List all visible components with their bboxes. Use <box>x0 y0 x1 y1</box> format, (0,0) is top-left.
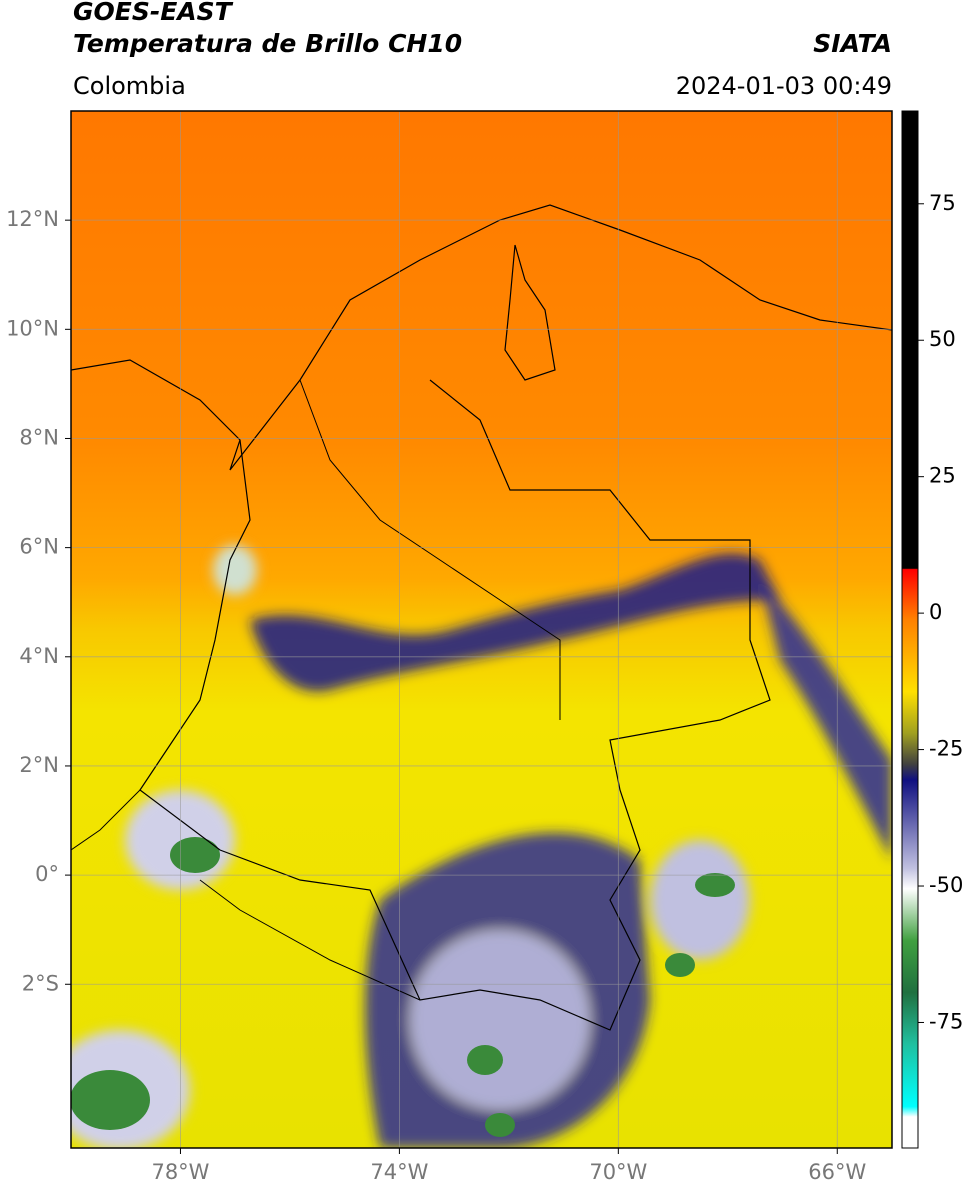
y-tick-label: 8°N <box>19 425 59 449</box>
y-tick-label: 2°N <box>19 753 59 777</box>
y-tick-label: 6°N <box>19 535 59 559</box>
y-tick-label: 10°N <box>6 316 59 340</box>
y-tick-label: 4°N <box>19 644 59 668</box>
colorbar-tick-label: 25 <box>929 464 956 488</box>
y-tick-label: 2°S <box>22 971 59 995</box>
x-tick-label: 78°W <box>151 1160 209 1184</box>
colorbar-tick-label: 50 <box>929 327 956 351</box>
subtitle: Temperatura de Brillo CH10 <box>73 29 462 58</box>
x-tick-label: 74°W <box>370 1160 428 1184</box>
y-tick-label: 0° <box>35 862 59 886</box>
region: Colombia <box>73 72 186 100</box>
colorbar-tick-label: 0 <box>929 600 942 624</box>
colorbar-tick-label: -50 <box>929 873 963 897</box>
source: SIATA <box>813 29 892 58</box>
colorbar-tick-label: -25 <box>929 737 963 761</box>
colorbar-tick-label: -75 <box>929 1009 963 1033</box>
title: GOES-EAST <box>73 0 234 26</box>
map-image <box>71 111 892 1148</box>
map-frame <box>70 110 893 1149</box>
datetime: 2024-01-03 00:49 <box>676 72 892 100</box>
y-tick-label: 12°N <box>6 207 59 231</box>
x-tick-label: 70°W <box>589 1160 647 1184</box>
x-tick-label: 66°W <box>808 1160 866 1184</box>
colorbar <box>901 110 919 1149</box>
colorbar-tick-label: 75 <box>929 191 956 215</box>
